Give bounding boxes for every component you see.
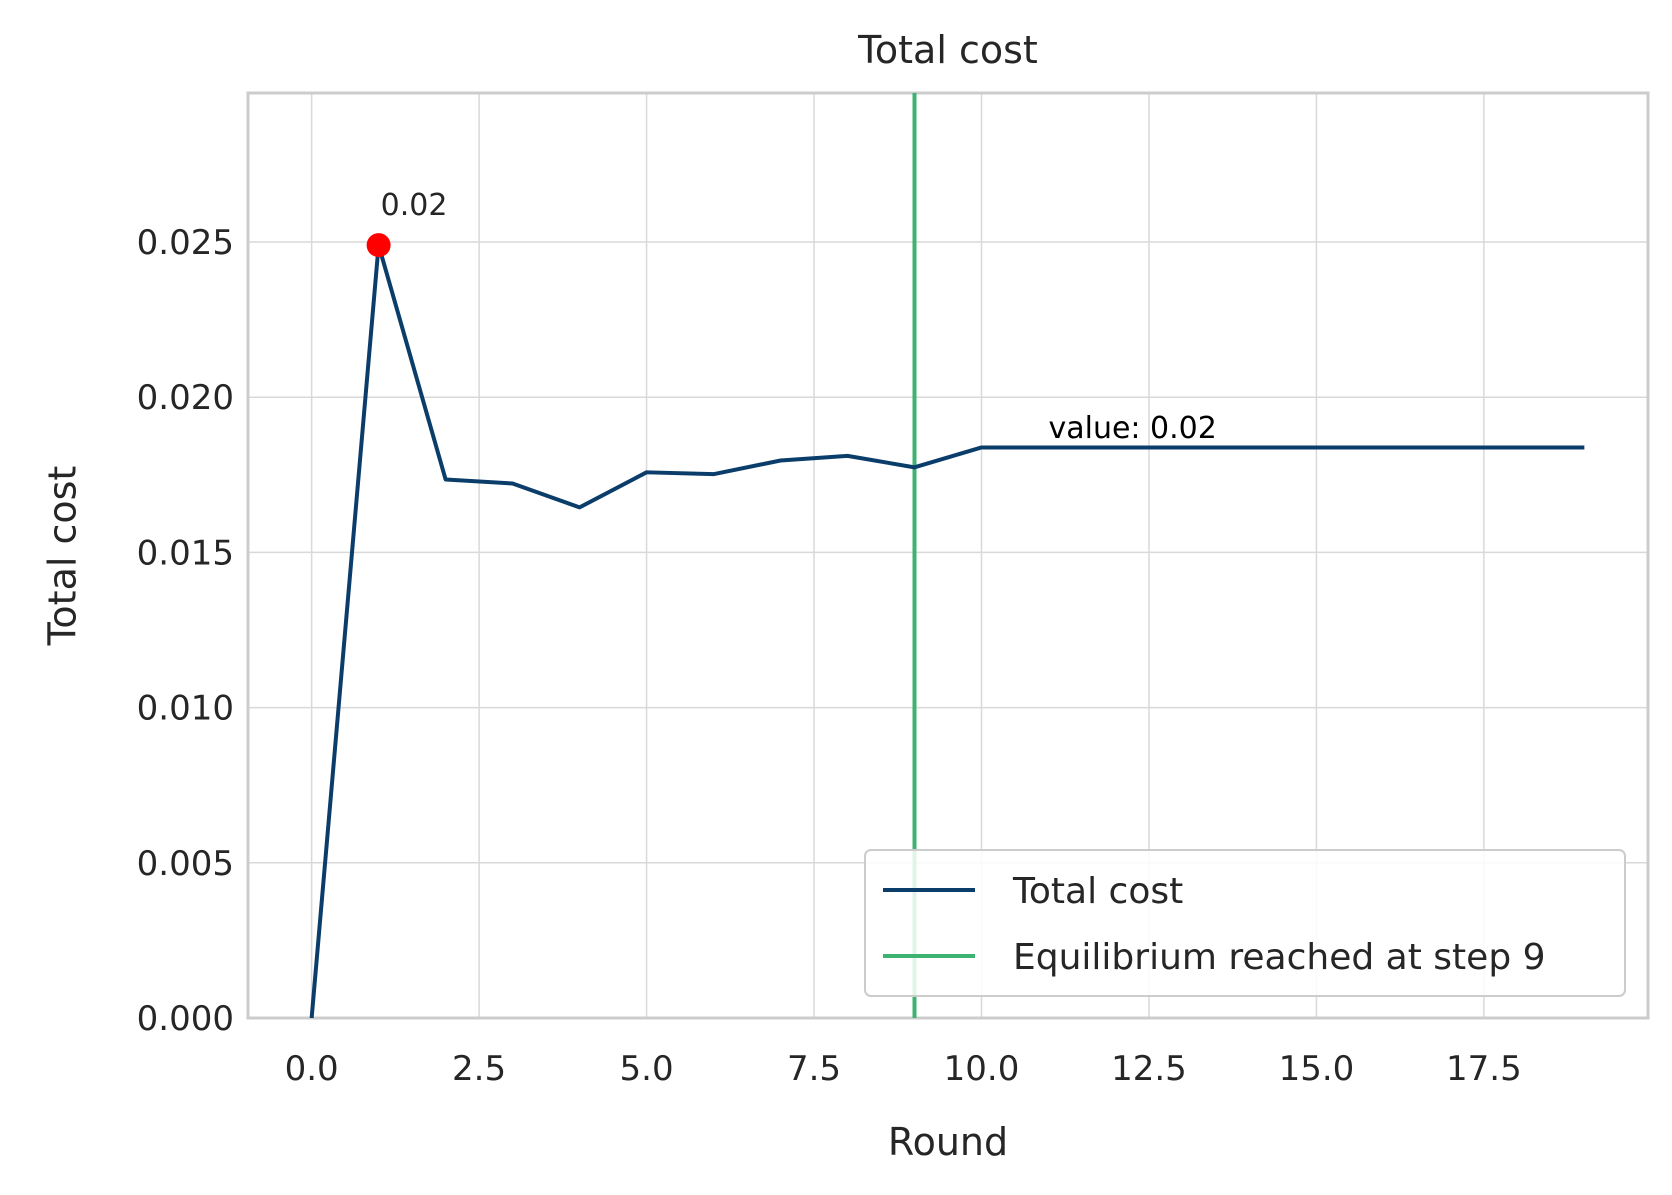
y-axis-title: Total cost xyxy=(40,466,84,647)
chart-title: Total cost xyxy=(857,28,1038,72)
y-axis-ticks: 0.000 0.005 0.010 0.015 0.020 0.025 xyxy=(137,223,234,1039)
x-tick-label: 12.5 xyxy=(1111,1049,1187,1089)
max-point-marker xyxy=(366,233,391,258)
legend-total-cost-label: Total cost xyxy=(1012,871,1183,912)
y-tick-label: 0.010 xyxy=(137,689,234,729)
legend-equilibrium-label: Equilibrium reached at step 9 xyxy=(1013,937,1546,978)
legend: Total cost Equilibrium reached at step 9 xyxy=(864,849,1626,997)
value-annotation: value: 0.02 xyxy=(1048,411,1216,446)
y-tick-label: 0.005 xyxy=(137,844,234,884)
x-tick-label: 15.0 xyxy=(1279,1049,1355,1089)
plot-frame xyxy=(246,91,1650,1020)
x-tick-label: 17.5 xyxy=(1446,1049,1522,1089)
x-tick-label: 2.5 xyxy=(452,1049,506,1089)
series-line-total-cost xyxy=(309,243,1585,1019)
max-point-label: 0.02 xyxy=(381,188,448,223)
y-tick-label: 0.020 xyxy=(137,378,234,418)
grid xyxy=(248,93,1648,1019)
x-tick-label: 5.0 xyxy=(620,1049,674,1089)
y-tick-label: 0.025 xyxy=(137,223,234,263)
legend-box xyxy=(864,849,1626,997)
annotations: 0.02 value: 0.02 xyxy=(366,188,1217,446)
y-tick-label: 0.015 xyxy=(137,533,234,573)
y-tick-label: 0.000 xyxy=(137,999,234,1039)
x-axis-title: Round xyxy=(888,1120,1008,1164)
x-axis-ticks: 0.0 2.5 5.0 7.5 10.0 12.5 15.0 17.5 xyxy=(285,1049,1522,1089)
x-tick-label: 0.0 xyxy=(285,1049,339,1089)
x-tick-label: 7.5 xyxy=(787,1049,841,1089)
x-tick-label: 10.0 xyxy=(944,1049,1020,1089)
